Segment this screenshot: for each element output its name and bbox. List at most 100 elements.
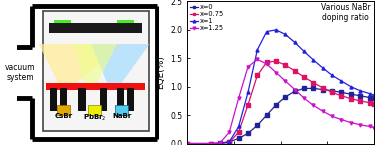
x=0 [208, 143, 213, 144]
Bar [54, 20, 71, 23]
Text: vacuum
system: vacuum system [5, 63, 36, 82]
x=1.25 [339, 119, 344, 120]
Bar [31, 6, 156, 139]
x=0 [311, 88, 316, 89]
x=1.25 [236, 97, 241, 99]
x=1 [185, 143, 189, 144]
x=0.75 [236, 131, 241, 133]
x=1.25 [358, 124, 363, 126]
x=1 [339, 80, 344, 82]
x=1 [330, 75, 335, 76]
x=1 [246, 91, 250, 93]
x=1.25 [218, 142, 222, 144]
x=1 [236, 126, 241, 127]
x=1 [293, 41, 297, 43]
Text: Various NaBr
doping ratio: Various NaBr doping ratio [321, 3, 370, 22]
x=1.25 [293, 89, 297, 90]
x=0.75 [246, 104, 250, 106]
x=1.25 [265, 63, 269, 65]
x=1.25 [185, 143, 189, 144]
Bar [60, 88, 67, 111]
x=1 [367, 93, 372, 94]
x=1 [274, 29, 278, 31]
Bar [46, 83, 145, 90]
x=1.25 [349, 122, 353, 123]
Text: CsBr: CsBr [54, 113, 73, 119]
Bar [78, 88, 85, 111]
x=0.75 [293, 70, 297, 72]
Bar [117, 88, 124, 111]
x=0.75 [372, 103, 376, 105]
x=0.75 [227, 142, 232, 143]
x=1 [283, 33, 288, 35]
x=1 [227, 141, 232, 143]
Bar [127, 88, 134, 111]
x=1 [208, 143, 213, 144]
x=0.75 [358, 100, 363, 102]
x=1.25 [321, 110, 325, 112]
Line: x=0: x=0 [186, 87, 376, 145]
Bar [50, 88, 57, 111]
x=0 [246, 132, 250, 134]
x=0.75 [367, 102, 372, 104]
x=0 [367, 97, 372, 98]
x=1.25 [255, 59, 260, 60]
Polygon shape [74, 44, 117, 90]
x=0.75 [274, 60, 278, 62]
x=0.75 [255, 75, 260, 76]
Legend: x=0, x=0.75, x=1, x=1.25: x=0, x=0.75, x=1, x=1.25 [189, 3, 225, 32]
x=0 [255, 125, 260, 126]
x=0.75 [283, 64, 288, 66]
x=0 [349, 93, 353, 95]
x=1 [302, 51, 306, 52]
Line: x=0.75: x=0.75 [186, 60, 376, 145]
x=0 [321, 89, 325, 90]
Bar [49, 23, 143, 33]
Bar [115, 105, 128, 115]
x=0 [339, 91, 344, 93]
x=1 [372, 94, 376, 96]
x=0 [358, 95, 363, 97]
x=0.75 [185, 143, 189, 144]
x=0 [236, 138, 241, 139]
x=1.25 [283, 80, 288, 82]
Polygon shape [91, 44, 149, 90]
x=0 [265, 114, 269, 116]
x=1.25 [330, 115, 335, 117]
Line: x=1: x=1 [186, 28, 376, 145]
Line: x=1.25: x=1.25 [186, 58, 376, 145]
x=0.75 [302, 76, 306, 78]
x=1 [311, 59, 316, 61]
x=1 [255, 49, 260, 51]
x=0.75 [349, 98, 353, 99]
x=0.75 [265, 61, 269, 63]
x=0.75 [218, 143, 222, 144]
x=1.25 [274, 72, 278, 73]
x=0 [330, 90, 335, 91]
x=0 [274, 104, 278, 106]
x=1.25 [208, 143, 213, 144]
x=0.75 [208, 143, 213, 144]
x=0 [302, 88, 306, 89]
x=1 [358, 90, 363, 91]
Bar [43, 11, 149, 131]
x=0 [293, 90, 297, 92]
Polygon shape [39, 44, 124, 90]
x=0.75 [330, 91, 335, 93]
Bar [117, 20, 134, 23]
x=1.25 [311, 105, 316, 106]
Y-axis label: EQE(%): EQE(%) [156, 56, 165, 89]
x=0 [218, 142, 222, 144]
Bar [88, 105, 101, 115]
x=1 [218, 143, 222, 144]
x=0.75 [311, 82, 316, 84]
x=0 [185, 143, 189, 144]
x=1 [265, 31, 269, 32]
x=1.25 [367, 126, 372, 127]
x=1.25 [246, 66, 250, 68]
x=0.75 [321, 87, 325, 89]
x=0 [283, 96, 288, 98]
Bar [100, 88, 107, 111]
x=0 [227, 141, 232, 143]
x=1.25 [372, 127, 376, 128]
